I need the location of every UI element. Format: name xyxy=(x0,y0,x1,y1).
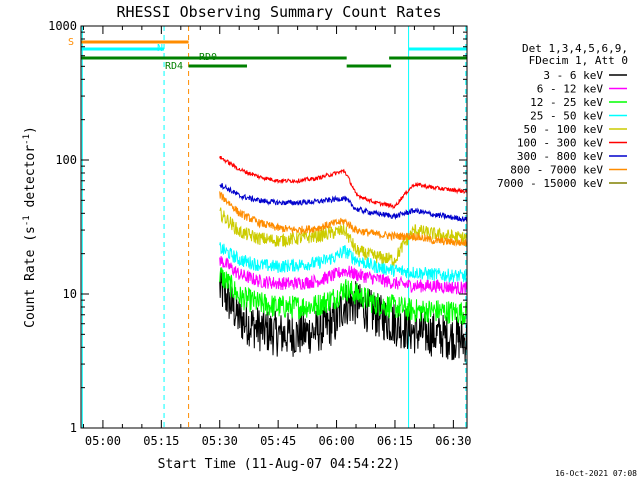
plot-frame xyxy=(80,25,468,429)
legend-entry-label: 50 - 100 keV xyxy=(524,123,604,136)
y-axis-label: Count Rate (s-1 detector-1) xyxy=(22,126,38,328)
series-line xyxy=(219,183,468,223)
x-tick-label: 06:00 xyxy=(318,434,354,448)
state-label: S xyxy=(68,37,74,48)
y-tick-label: 100 xyxy=(55,153,77,167)
legend-entry-label: 12 - 25 keV xyxy=(530,96,603,109)
legend-entry-label: 7000 - 15000 keV xyxy=(497,177,603,190)
x-tick-label: 05:00 xyxy=(85,434,121,448)
series-line xyxy=(219,207,468,267)
chart-title: RHESSI Observing Summary Count Rates xyxy=(116,3,441,21)
series-line xyxy=(219,255,468,295)
x-tick-label: 05:30 xyxy=(202,434,238,448)
legend-entry-label: 100 - 300 keV xyxy=(517,137,603,150)
legend-entry-label: 6 - 12 keV xyxy=(537,83,604,96)
y-axis: 1 10 100 1000 xyxy=(48,19,467,435)
y-axis-label-superscript: -1 xyxy=(22,134,32,145)
y-tick-label: 1000 xyxy=(48,19,77,33)
legend-entry-label: 25 - 50 keV xyxy=(530,110,603,123)
state-label: RD0 xyxy=(199,52,217,63)
legend-entry-label: 800 - 7000 keV xyxy=(510,164,603,177)
state-bars: S N RD0 RD4 xyxy=(68,37,467,72)
series-line xyxy=(219,267,468,362)
series-line xyxy=(219,155,468,210)
legend-entry-label: 300 - 800 keV xyxy=(517,150,603,163)
marker-lines xyxy=(81,26,467,428)
state-label: N xyxy=(157,43,163,54)
series-line xyxy=(219,191,468,248)
x-tick-label: 05:15 xyxy=(143,434,179,448)
legend: Det 1,3,4,5,6,9,FDecim 1, Att 0 3 - 6 keV… xyxy=(497,42,628,190)
y-axis-label-superscript: -1 xyxy=(22,215,32,226)
footer-timestamp: 16-Oct-2021 07:08 xyxy=(555,469,637,478)
y-axis-label-part: ) xyxy=(23,126,38,134)
legend-header: FDecim 1, Att 0 xyxy=(529,54,628,67)
series-line xyxy=(219,242,468,284)
x-axis-label: Start Time (11-Aug-07 04:54:22) xyxy=(158,457,401,472)
series-line xyxy=(219,266,468,325)
x-tick-label: 06:30 xyxy=(435,434,471,448)
y-axis-label-part: detector xyxy=(23,145,38,216)
y-tick-label: 10 xyxy=(63,287,77,301)
x-axis: 05:00 05:15 05:30 05:45 06:00 06:15 06:30 xyxy=(82,26,471,448)
y-axis-label-part: Count Rate (s xyxy=(23,226,38,328)
x-tick-label: 06:15 xyxy=(377,434,413,448)
y-tick-label: 1 xyxy=(70,421,77,435)
legend-entry-label: 3 - 6 keV xyxy=(543,69,603,82)
x-tick-label: 05:45 xyxy=(260,434,296,448)
state-label: RD4 xyxy=(165,61,183,72)
legend-header: Det 1,3,4,5,6,9, xyxy=(522,42,628,55)
